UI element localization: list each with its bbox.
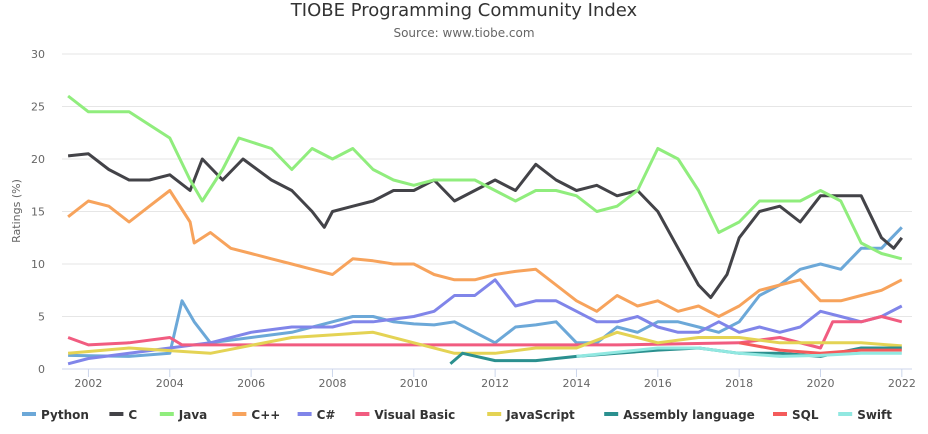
legend-label: Python [41,408,89,422]
y-tick-label: 30 [31,48,45,61]
legend-item[interactable]: SQL [773,408,819,422]
x-tick-label: 2008 [318,377,346,390]
x-tick-label: 2014 [562,377,590,390]
legend-item[interactable]: Python [22,408,89,422]
x-tick-label: 2016 [644,377,672,390]
legend-swatch [773,412,787,416]
legend-label: Visual Basic [374,408,455,422]
legend-item[interactable]: Swift [838,408,892,422]
legend-swatch [22,412,36,416]
series-line-c [67,152,903,300]
legend-item[interactable]: C [109,408,137,422]
legend-label: Assembly language [623,408,755,422]
series-line-java [67,94,903,261]
legend-swatch [109,412,124,416]
legend-swatch [232,412,247,416]
y-tick-label: 20 [31,153,45,166]
y-tick-label: 5 [38,311,45,324]
legend-label: C++ [251,408,280,422]
legend-label: C [128,408,137,422]
legend-swatch [297,412,312,416]
legend-swatch [487,412,502,416]
series-line-javascript [67,330,902,355]
x-tick-label: 2012 [481,377,509,390]
series-line-c- [67,189,903,318]
y-axis-label: Ratings (%) [10,179,23,243]
legend-item[interactable]: JavaScript [487,408,575,422]
legend-item[interactable]: Visual Basic [355,408,455,422]
legend-swatch [604,412,619,416]
y-tick-label: 25 [31,101,45,114]
series-line-c- [67,278,903,366]
chart-subtitle: Source: www.tiobe.com [393,26,534,40]
y-tick-label: 15 [31,206,45,219]
legend-label: SQL [792,408,819,422]
y-tick-label: 0 [38,363,45,376]
x-tick-label: 2006 [237,377,265,390]
legend-item[interactable]: Assembly language [604,408,755,422]
legend-swatch [838,412,853,416]
x-tick-label: 2010 [400,377,428,390]
legend-swatch [355,412,370,416]
legend-label: JavaScript [505,408,575,422]
legend-item[interactable]: C# [297,408,336,422]
x-tick-label: 2022 [888,377,916,390]
legend-label: C# [317,408,336,422]
x-tick-label: 2002 [74,377,102,390]
legend-label: Swift [857,408,892,422]
legend-swatch [159,412,174,416]
chart-title: TIOBE Programming Community Index [290,0,638,21]
x-tick-label: 2004 [156,377,184,390]
legend-item[interactable]: Java [159,408,207,422]
series-line-swift [576,346,902,358]
y-tick-label: 10 [31,258,45,271]
legend-item[interactable]: C++ [232,408,280,422]
x-tick-label: 2018 [725,377,753,390]
series-line-sql [738,341,902,355]
x-tick-label: 2020 [806,377,834,390]
legend-label: Java [178,408,207,422]
